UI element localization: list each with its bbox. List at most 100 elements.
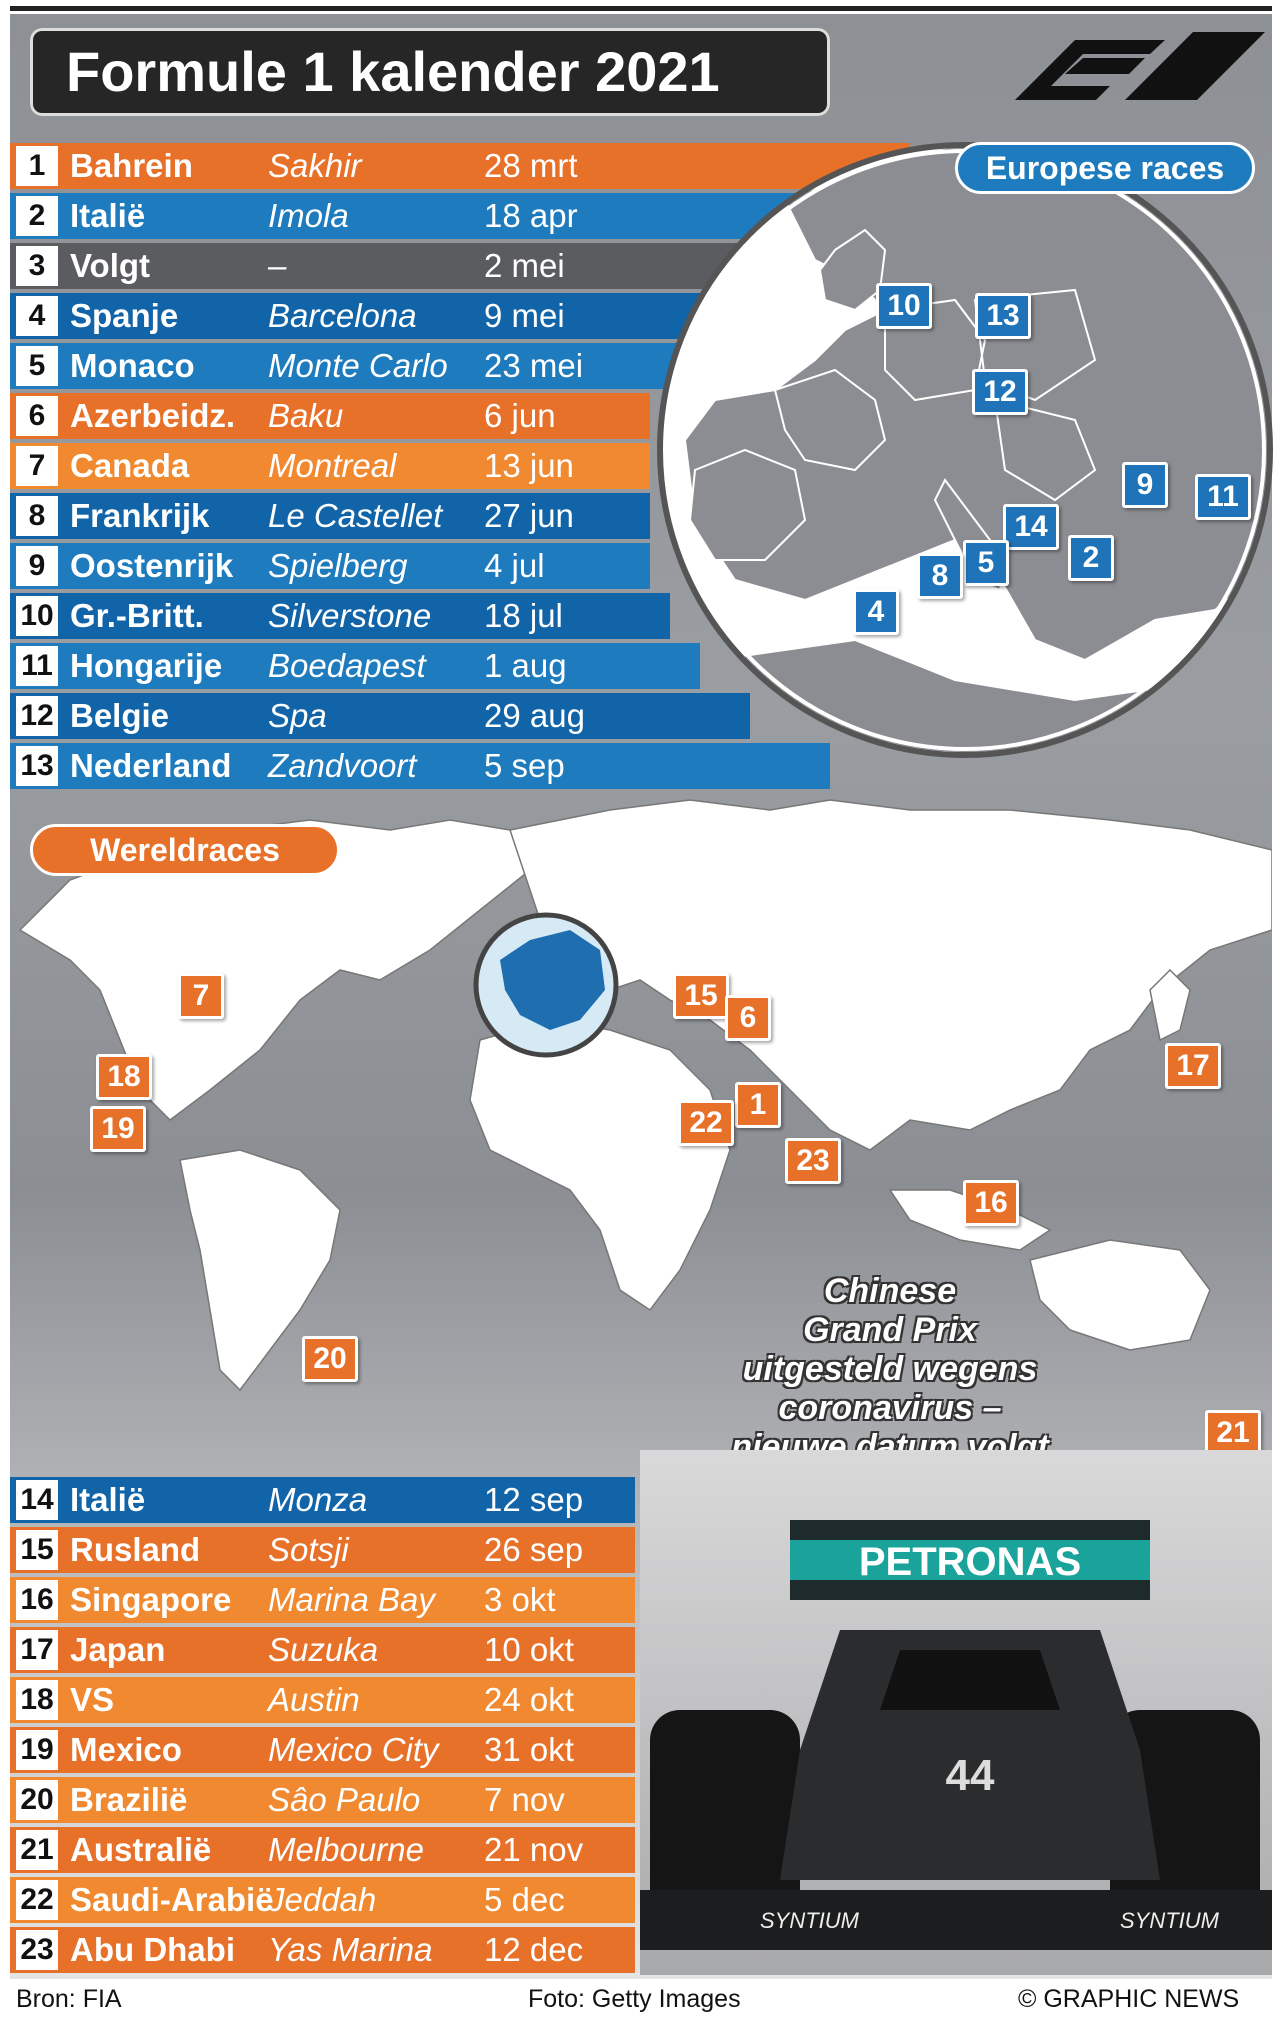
race-city: – — [268, 247, 287, 284]
race-row: 19 Mexico Mexico City 31 okt — [10, 1727, 635, 1773]
race-number: 3 — [16, 246, 58, 286]
race-date: 24 okt — [484, 1681, 574, 1718]
race-number: 13 — [16, 746, 58, 786]
race-city: Silverstone — [268, 597, 432, 634]
world-map — [18, 799, 1272, 1392]
europe-marker: 13 — [975, 293, 1031, 339]
race-number: 22 — [16, 1880, 58, 1920]
race-city: Spa — [268, 697, 327, 734]
race-row: 18 VS Austin 24 okt — [10, 1677, 635, 1723]
race-number: 16 — [16, 1580, 58, 1620]
race-number: 10 — [16, 596, 58, 636]
race-date: 18 jul — [484, 597, 563, 634]
race-number: 1 — [16, 146, 58, 186]
race-country: Azerbeidz. — [70, 397, 236, 434]
car-sponsor-text: PETRONAS — [859, 1540, 1081, 1584]
race-country: Italië — [70, 197, 146, 234]
europe-marker: 10 — [876, 283, 932, 329]
race-date: 1 aug — [484, 647, 567, 684]
world-races-label: Wereldraces — [30, 824, 340, 876]
race-city: Barcelona — [268, 297, 417, 334]
world-marker: 20 — [302, 1336, 358, 1382]
f1-car-photo: PETRONAS 44 SYNTIUM SYNTIUM — [640, 1450, 1272, 1975]
race-date: 27 jun — [484, 497, 574, 534]
race-country: Canada — [70, 447, 190, 484]
race-number: 15 — [16, 1530, 58, 1570]
race-date: 12 dec — [484, 1931, 584, 1968]
race-city: Imola — [268, 197, 349, 234]
race-row: 20 Brazilië Sâo Paulo 7 nov — [10, 1777, 635, 1823]
race-number: 20 — [16, 1780, 58, 1820]
race-date: 5 dec — [484, 1881, 565, 1918]
race-number: 9 — [16, 546, 58, 586]
race-row: 6 Azerbeidz. Baku 6 jun — [10, 393, 650, 439]
race-country: Gr.-Britt. — [70, 597, 204, 634]
car-wing-text-right: SYNTIUM — [1120, 1908, 1220, 1933]
race-row: 5 Monaco Monte Carlo 23 mei — [10, 343, 690, 389]
race-number: 18 — [16, 1680, 58, 1720]
race-date: 9 mei — [484, 297, 565, 334]
world-marker: 17 — [1165, 1043, 1221, 1089]
race-row: 7 Canada Montreal 13 jun — [10, 443, 650, 489]
race-city: Spielberg — [268, 547, 408, 584]
race-number: 5 — [16, 346, 58, 386]
note-line: coronavirus – — [778, 1389, 1002, 1427]
race-date: 12 sep — [484, 1481, 584, 1518]
race-country: Nederland — [70, 747, 232, 784]
world-marker: 22 — [678, 1100, 734, 1146]
race-row: 1 Bahrein Sakhir 28 mrt — [10, 143, 910, 189]
race-city: Monza — [268, 1481, 368, 1518]
europe-marker: 14 — [1003, 504, 1059, 550]
world-marker: 19 — [90, 1106, 146, 1152]
race-city: Suzuka — [268, 1631, 379, 1668]
source-credit: Bron: FIA — [16, 1985, 122, 2013]
race-row: 9 Oostenrijk Spielberg 4 jul — [10, 543, 650, 589]
race-city: Boedapest — [268, 647, 426, 684]
note-line: Grand Prix — [803, 1311, 977, 1349]
race-city: Jeddah — [268, 1881, 377, 1918]
race-date: 7 nov — [484, 1781, 565, 1818]
race-country: Italië — [70, 1481, 146, 1518]
race-date: 29 aug — [484, 697, 585, 734]
race-row: 11 Hongarije Boedapest 1 aug — [10, 643, 700, 689]
world-marker: 1 — [735, 1082, 781, 1128]
race-date: 5 sep — [484, 747, 565, 784]
race-country: Saudi-Arabië — [70, 1881, 274, 1918]
world-marker: 7 — [178, 973, 224, 1019]
race-country: Monaco — [70, 347, 195, 384]
china-note: Chinese Grand Prix uitgesteld wegens cor… — [700, 1272, 1080, 1467]
race-country: Volgt — [70, 247, 151, 284]
race-row: 23 Abu Dhabi Yas Marina 12 dec — [10, 1927, 635, 1973]
world-marker: 21 — [1205, 1410, 1261, 1456]
race-row: 2 Italië Imola 18 apr — [10, 193, 870, 239]
race-city: Melbourne — [268, 1831, 424, 1868]
race-row: 13 Nederland Zandvoort 5 sep — [10, 743, 830, 789]
race-date: 31 okt — [484, 1731, 574, 1768]
race-date: 13 jun — [484, 447, 574, 484]
race-row: 17 Japan Suzuka 10 okt — [10, 1627, 635, 1673]
race-row: 16 Singapore Marina Bay 3 okt — [10, 1577, 635, 1623]
europe-marker: 4 — [853, 589, 899, 635]
race-country: Belgie — [70, 697, 170, 734]
race-city: Sakhir — [268, 147, 362, 184]
race-city: Montreal — [268, 447, 397, 484]
car-number-text: 44 — [946, 1751, 995, 1800]
top-rule — [10, 6, 1272, 11]
car-wing-text-left: SYNTIUM — [760, 1908, 860, 1933]
europe-marker: 11 — [1195, 474, 1251, 520]
race-country: Singapore — [70, 1581, 232, 1618]
race-date: 10 okt — [484, 1631, 574, 1668]
race-city: Baku — [268, 397, 344, 434]
race-city: Sâo Paulo — [268, 1781, 421, 1818]
race-city: Marina Bay — [268, 1581, 435, 1618]
race-number: 7 — [16, 446, 58, 486]
race-row: 21 Australië Melbourne 21 nov — [10, 1827, 635, 1873]
race-date: 26 sep — [484, 1531, 584, 1568]
race-number: 11 — [16, 646, 58, 686]
race-date: 21 nov — [484, 1831, 584, 1868]
race-date: 4 jul — [484, 547, 545, 584]
page-title: Formule 1 kalender 2021 — [30, 28, 830, 116]
world-marker: 6 — [725, 995, 771, 1041]
race-country: Brazilië — [70, 1781, 188, 1818]
race-city: Monte Carlo — [268, 347, 448, 384]
